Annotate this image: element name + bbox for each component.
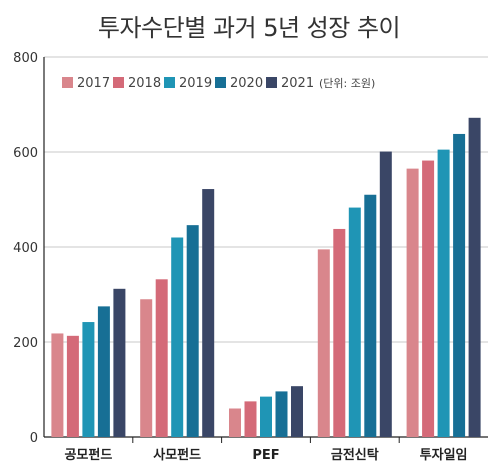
bar [379,151,392,437]
bar [202,189,215,437]
legend-label: 2021 [281,76,314,91]
legend-swatch [266,77,277,88]
bar [422,160,435,438]
bar [51,333,64,437]
y-tick-label: 0 [30,431,38,446]
bar [364,194,377,437]
bar [97,306,110,437]
x-category-label: PEF [252,448,279,463]
bar [406,168,419,437]
legend-label: 2019 [179,76,212,91]
x-category-label: 금전신탁 [331,447,379,463]
bar [113,288,126,437]
gridlines [44,56,488,343]
y-tick-label: 400 [13,241,38,256]
chart-title: 투자수단별 과거 5년 성장 추이 [97,14,401,42]
bar [317,249,330,437]
bar [468,117,481,438]
legend-label: 2018 [128,76,161,91]
axes [43,57,488,443]
y-tick-label: 200 [13,336,38,351]
legend-swatch [215,77,226,88]
unit-note: (단위: 조원) [319,77,375,90]
legend: 2017 2018 2019 2020 2021 (단위: 조원) [62,76,375,91]
x-category-label: 투자일임 [420,448,468,463]
bar [229,408,241,437]
legend-swatch [62,77,73,88]
bar [140,299,153,437]
bar [291,386,303,437]
bar [66,335,79,437]
bar [333,228,346,437]
bar [453,133,466,437]
bar [244,401,257,437]
x-category-label: 공모펀드 [64,447,112,463]
y-tick-label: 600 [13,146,38,161]
bar [186,225,199,437]
legend-label: 2020 [230,76,263,91]
bar [155,279,168,437]
bar [348,207,361,437]
bars [51,117,481,438]
legend-label: 2017 [77,76,110,91]
y-tick-label: 800 [13,51,38,66]
x-category-label: 사모펀드 [153,447,201,463]
bar [437,149,450,437]
legend-swatch [113,77,124,88]
bar [275,391,288,437]
legend-swatch [164,77,175,88]
bar [82,322,95,437]
axis-labels: 0 200 400 600 800 공모펀드 사모펀드 PEF 금전신탁 투자일임 [13,51,467,463]
bar [260,396,272,437]
bar [171,237,184,437]
